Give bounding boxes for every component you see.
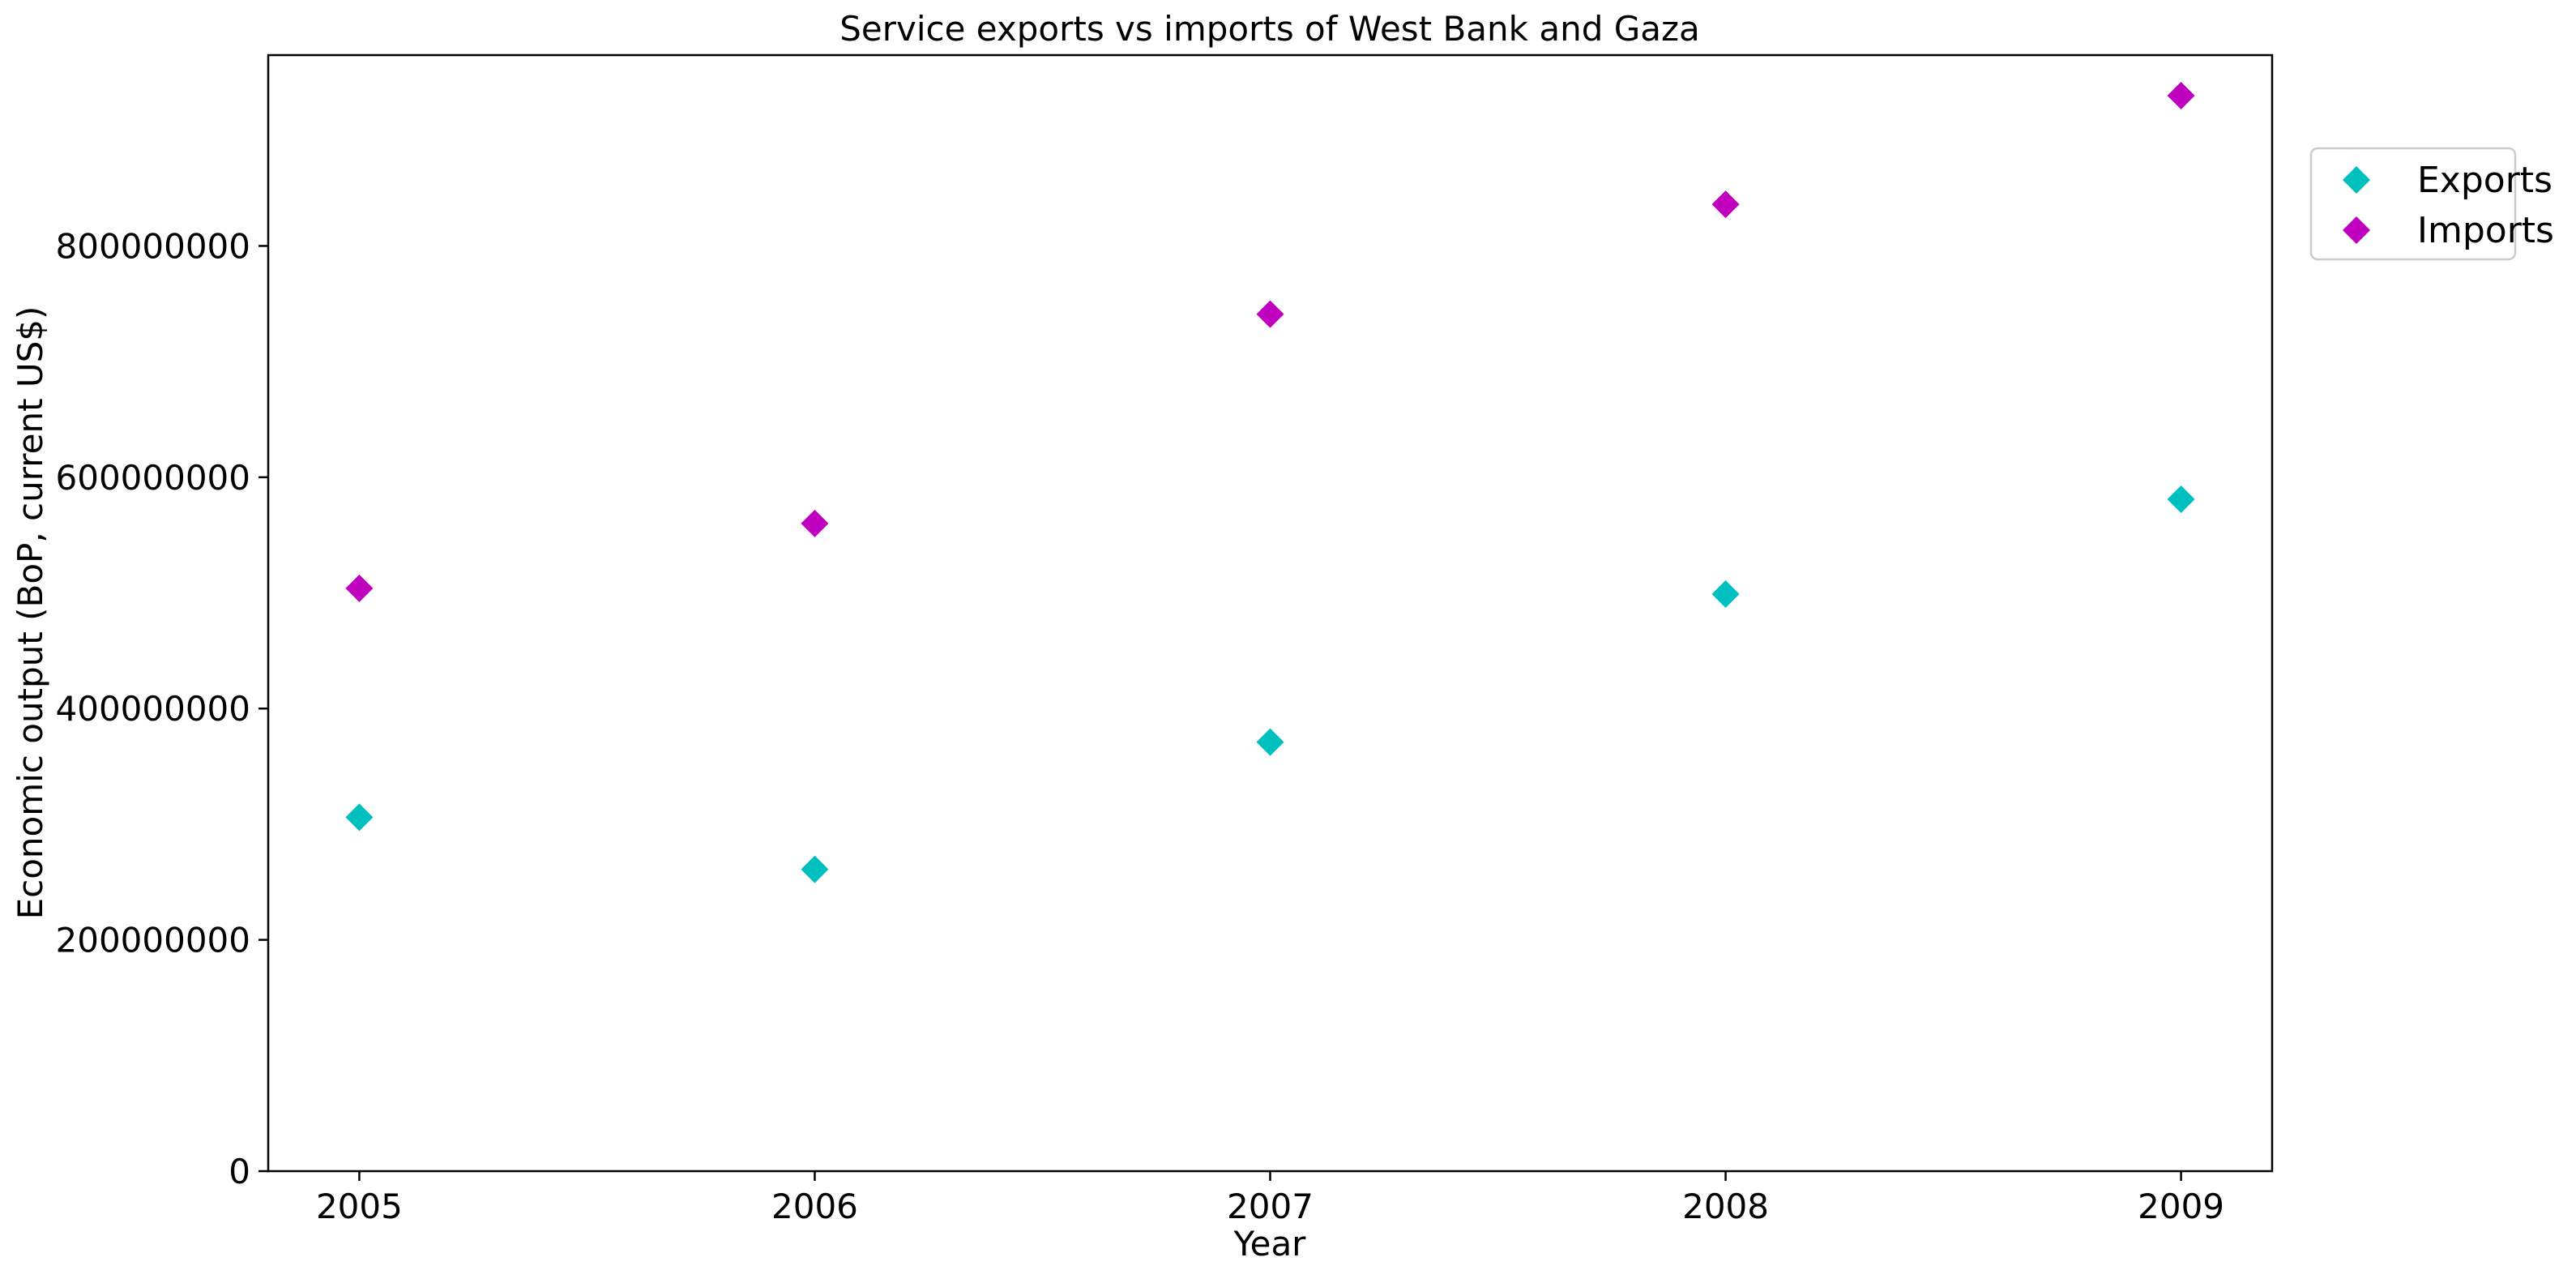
- data-point-exports: [1256, 728, 1284, 756]
- x-tick-label: 2006: [771, 1187, 858, 1226]
- chart-title: Service exports vs imports of West Bank …: [839, 9, 1700, 49]
- series-imports: [345, 81, 2195, 602]
- legend-marker: [2343, 216, 2370, 244]
- x-tick-label: 2007: [1227, 1187, 1314, 1226]
- legend-entries: Exports Imports: [2343, 160, 2554, 251]
- data-point-exports: [2167, 485, 2195, 513]
- data-point-exports: [801, 855, 829, 883]
- legend-label: Imports: [2417, 210, 2554, 251]
- x-axis-title: Year: [1233, 1224, 1307, 1264]
- y-tick-label: 400000000: [56, 689, 251, 729]
- y-tick-label: 0: [229, 1152, 250, 1191]
- y-tick-label: 200000000: [56, 921, 251, 960]
- y-tick-label: 600000000: [56, 458, 251, 498]
- data-point-imports: [1256, 300, 1284, 328]
- x-tick-label: 2008: [1682, 1187, 1769, 1226]
- y-axis-ticks: 0 200000000 400000000 600000000 800000000: [56, 226, 268, 1191]
- legend-label: Exports: [2417, 160, 2553, 201]
- y-axis-title: Economic output (BoP, current US$): [11, 306, 50, 920]
- data-point-exports: [345, 803, 374, 832]
- legend-marker: [2343, 166, 2370, 194]
- plot-area-frame: [267, 53, 2274, 1173]
- x-tick-label: 2009: [2138, 1187, 2224, 1226]
- data-point-exports: [1711, 579, 1740, 608]
- series-exports: [345, 485, 2195, 883]
- legend: Exports Imports: [2309, 147, 2554, 261]
- data-point-imports: [801, 509, 829, 537]
- series-layer: [345, 81, 2195, 883]
- data-point-imports: [2167, 81, 2195, 109]
- x-tick-label: 2005: [316, 1187, 403, 1226]
- data-point-imports: [345, 574, 374, 602]
- x-axis-ticks: 2005 2006 2007 2008 2009: [316, 1171, 2224, 1226]
- data-point-imports: [1711, 190, 1740, 219]
- y-tick-label: 800000000: [56, 226, 251, 266]
